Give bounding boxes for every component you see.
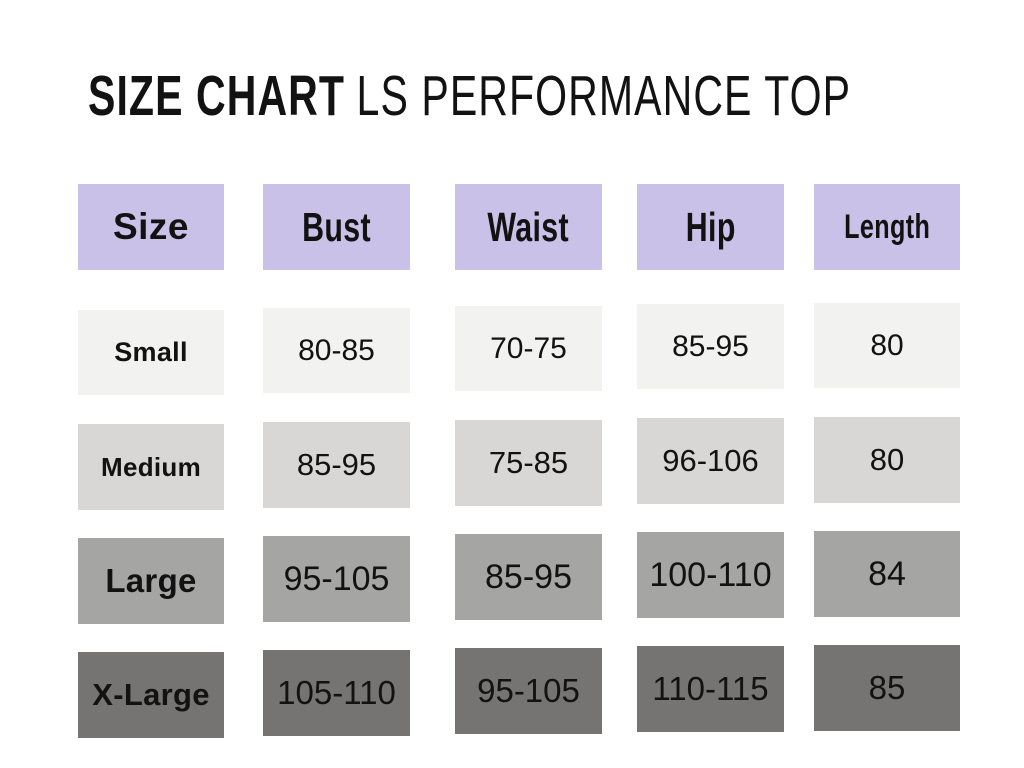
value-small-bust: 80-85	[298, 333, 375, 367]
row-label-large: Large	[105, 562, 197, 599]
cell-small-hip: 85-95	[637, 304, 784, 389]
cell-large-length: 84	[814, 531, 960, 617]
value-small-waist: 70-75	[490, 331, 567, 365]
header-label-size: Size	[112, 206, 190, 247]
cell-medium-hip: 96-106	[637, 418, 784, 504]
title-regular: LS PERFORMANCE TOP	[356, 64, 852, 128]
cell-large-waist: 85-95	[455, 534, 602, 620]
header-label-hip: Hip	[685, 203, 736, 250]
value-large-waist: 85-95	[485, 557, 572, 596]
cell-small-waist: 70-75	[455, 306, 602, 391]
value-large-length: 84	[868, 554, 906, 593]
header-cell-size: Size	[78, 184, 224, 270]
cell-medium-length: 80	[814, 417, 960, 503]
value-xlarge-hip: 110-115	[652, 670, 769, 707]
cell-xlarge-hip: 110-115	[637, 646, 784, 732]
row-label-medium: Medium	[100, 451, 202, 482]
value-large-bust: 95-105	[283, 559, 390, 598]
value-xlarge-bust: 105-110	[277, 674, 396, 711]
cell-small-length: 80	[814, 303, 960, 388]
value-small-length: 80	[870, 328, 904, 362]
header-cell-waist: Waist	[455, 184, 602, 270]
cell-medium-waist: 75-85	[455, 420, 602, 506]
cell-xlarge-waist: 95-105	[455, 648, 602, 734]
header-cell-length: Length	[814, 184, 960, 270]
row-label-xlarge: X-Large	[92, 677, 210, 712]
value-medium-hip: 96-106	[662, 443, 759, 478]
value-xlarge-length: 85	[868, 669, 906, 706]
header-cell-hip: Hip	[637, 184, 784, 270]
header-label-length: Length	[843, 207, 931, 246]
value-small-hip: 85-95	[672, 329, 749, 363]
header-label-waist: Waist	[487, 203, 570, 250]
cell-small-label: Small	[78, 310, 224, 395]
page-title: SIZE CHART LS PERFORMANCE TOP	[88, 68, 851, 125]
header-label-bust: Bust	[302, 203, 371, 250]
value-xlarge-waist: 95-105	[477, 672, 580, 709]
value-medium-bust: 85-95	[296, 447, 377, 482]
cell-xlarge-label: X-Large	[78, 652, 224, 738]
cell-large-label: Large	[78, 538, 224, 624]
value-medium-length: 80	[869, 442, 905, 477]
row-label-small: Small	[114, 337, 188, 367]
cell-large-bust: 95-105	[263, 536, 410, 622]
header-cell-bust: Bust	[263, 184, 410, 270]
title-bold: SIZE CHART	[88, 64, 346, 128]
value-medium-waist: 75-85	[488, 445, 569, 480]
cell-xlarge-length: 85	[814, 645, 960, 731]
cell-xlarge-bust: 105-110	[263, 650, 410, 736]
cell-medium-bust: 85-95	[263, 422, 410, 508]
cell-small-bust: 80-85	[263, 308, 410, 393]
cell-large-hip: 100-110	[637, 532, 784, 618]
value-large-hip: 100-110	[649, 555, 772, 594]
cell-medium-label: Medium	[78, 424, 224, 510]
